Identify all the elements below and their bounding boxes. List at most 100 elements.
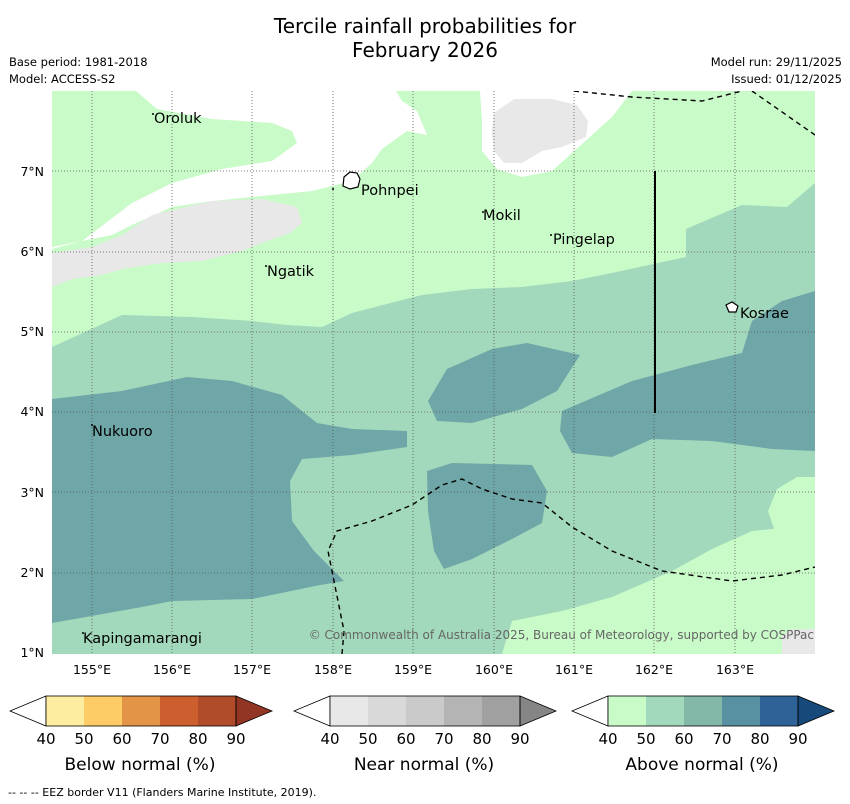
legend-caption-near: Near normal (%)	[353, 755, 495, 775]
below-tick-50: 50	[74, 730, 94, 748]
above-swatch-5	[760, 696, 798, 726]
map-panel[interactable]: Oroluk Pohnpei Mokil Pingelap Ngatik Kos…	[52, 91, 815, 654]
meta-right: Model run: 29/11/2025 Issued: 01/12/2025	[711, 54, 842, 88]
below-tick-80: 80	[188, 730, 208, 748]
eez-border	[327, 91, 815, 654]
near-swatch-0	[292, 695, 331, 727]
lat-tick-2n: 2°N	[20, 565, 44, 580]
above-tick-70: 70	[712, 730, 732, 748]
below-swatch-4	[160, 696, 198, 726]
above-swatch-2	[646, 696, 684, 726]
below-swatch-2	[84, 696, 122, 726]
map-canvas	[52, 91, 815, 654]
below-tick-60: 60	[112, 730, 132, 748]
near-tick-90: 90	[510, 730, 530, 748]
lon-tick-159e: 159°E	[393, 662, 432, 677]
atoll-markers	[82, 113, 552, 634]
region-near-40-west	[52, 199, 302, 287]
lat-tick-3n: 3°N	[20, 485, 44, 500]
below-tick-40: 40	[36, 730, 56, 748]
above-swatch-1	[608, 696, 646, 726]
model-run: Model run: 29/11/2025	[710, 55, 842, 69]
place-kosrae: Kosrae	[740, 306, 789, 322]
lon-tick-161e: 161°E	[554, 662, 593, 677]
lat-tick-1n: 1°N	[20, 645, 44, 660]
lon-tick-157e: 157°E	[232, 662, 271, 677]
region-near-40-se	[782, 629, 815, 654]
below-swatch-3	[122, 696, 160, 726]
near-tick-50: 50	[358, 730, 378, 748]
place-ngatik: Ngatik	[267, 264, 315, 280]
above-swatch-6	[797, 695, 836, 727]
legend-caption-below: Below normal (%)	[64, 755, 216, 775]
below-swatch-0	[8, 695, 47, 727]
below-tick-70: 70	[150, 730, 170, 748]
near-tick-40: 40	[320, 730, 340, 748]
below-swatch-5	[198, 696, 236, 726]
colorbar-below	[8, 695, 274, 727]
lon-tick-158e: 158°E	[313, 662, 352, 677]
eez-footer-note: -- -- -- EEZ border V11 (Flanders Marine…	[8, 786, 317, 799]
region-above-40-north	[52, 91, 815, 347]
title-line-1: Tercile rainfall probabilities for	[273, 14, 577, 38]
near-swatch-4	[444, 696, 482, 726]
model-name: Model: ACCESS-S2	[9, 72, 116, 86]
above-tick-50: 50	[636, 730, 656, 748]
pohnpei-outline-icon	[342, 171, 361, 190]
above-tick-90: 90	[788, 730, 808, 748]
near-swatch-6	[519, 695, 558, 727]
above-swatch-4	[722, 696, 760, 726]
legend-colorbars	[8, 695, 836, 727]
near-tick-70: 70	[434, 730, 454, 748]
region-above-40-south	[502, 527, 815, 654]
lat-tick-6n: 6°N	[20, 244, 44, 259]
near-tick-80: 80	[472, 730, 492, 748]
above-tick-60: 60	[674, 730, 694, 748]
place-mokil: Mokil	[483, 208, 521, 224]
below-swatch-1	[46, 696, 84, 726]
near-swatch-2	[368, 696, 406, 726]
place-pingelap: Pingelap	[553, 232, 615, 248]
place-oroluk: Oroluk	[154, 111, 202, 127]
place-pohnpei: Pohnpei	[361, 183, 419, 199]
place-nukuoro: Nukuoro	[92, 424, 153, 440]
eez-border-south	[327, 478, 815, 654]
lon-tick-163e: 163°E	[715, 662, 754, 677]
base-period: Base period: 1981-2018	[9, 55, 148, 69]
near-swatch-5	[482, 696, 520, 726]
legend-caption-above: Above normal (%)	[625, 755, 779, 775]
lon-tick-160e: 160°E	[474, 662, 513, 677]
region-above-60-center	[428, 343, 580, 423]
graticule	[52, 91, 815, 654]
region-above-60-east	[560, 291, 815, 457]
near-swatch-3	[406, 696, 444, 726]
region-above-60-south	[427, 463, 547, 569]
below-swatch-6	[235, 695, 274, 727]
above-swatch-3	[684, 696, 722, 726]
lat-tick-7n: 7°N	[20, 164, 44, 179]
above-tick-80: 80	[750, 730, 770, 748]
near-swatch-1	[330, 696, 368, 726]
map-credit: © Commonwealth of Australia 2025, Bureau…	[308, 628, 814, 642]
near-tick-60: 60	[396, 730, 416, 748]
lon-tick-156e: 156°E	[152, 662, 191, 677]
place-kapingamarangi: Kapingamarangi	[83, 631, 202, 647]
lon-tick-155e: 155°E	[72, 662, 111, 677]
map-title: Tercile rainfall probabilities for Febru…	[0, 14, 850, 62]
above-tick-40: 40	[598, 730, 618, 748]
region-above-60-south-west	[52, 377, 407, 623]
colorbar-near	[292, 695, 558, 727]
eez-border-north	[573, 91, 815, 136]
lat-tick-4n: 4°N	[20, 404, 44, 419]
below-tick-90: 90	[226, 730, 246, 748]
above-swatch-0	[570, 695, 609, 727]
lon-tick-162e: 162°E	[634, 662, 673, 677]
kosrae-outline-icon	[725, 301, 739, 313]
colorbar-above	[570, 695, 836, 727]
issued-date: Issued: 01/12/2025	[731, 72, 842, 86]
lat-tick-5n: 5°N	[20, 324, 44, 339]
region-above-40-east	[768, 477, 815, 537]
title-line-2: February 2026	[352, 38, 498, 62]
meta-left: Base period: 1981-2018 Model: ACCESS-S2	[9, 54, 148, 88]
region-near-40-north	[492, 99, 588, 163]
